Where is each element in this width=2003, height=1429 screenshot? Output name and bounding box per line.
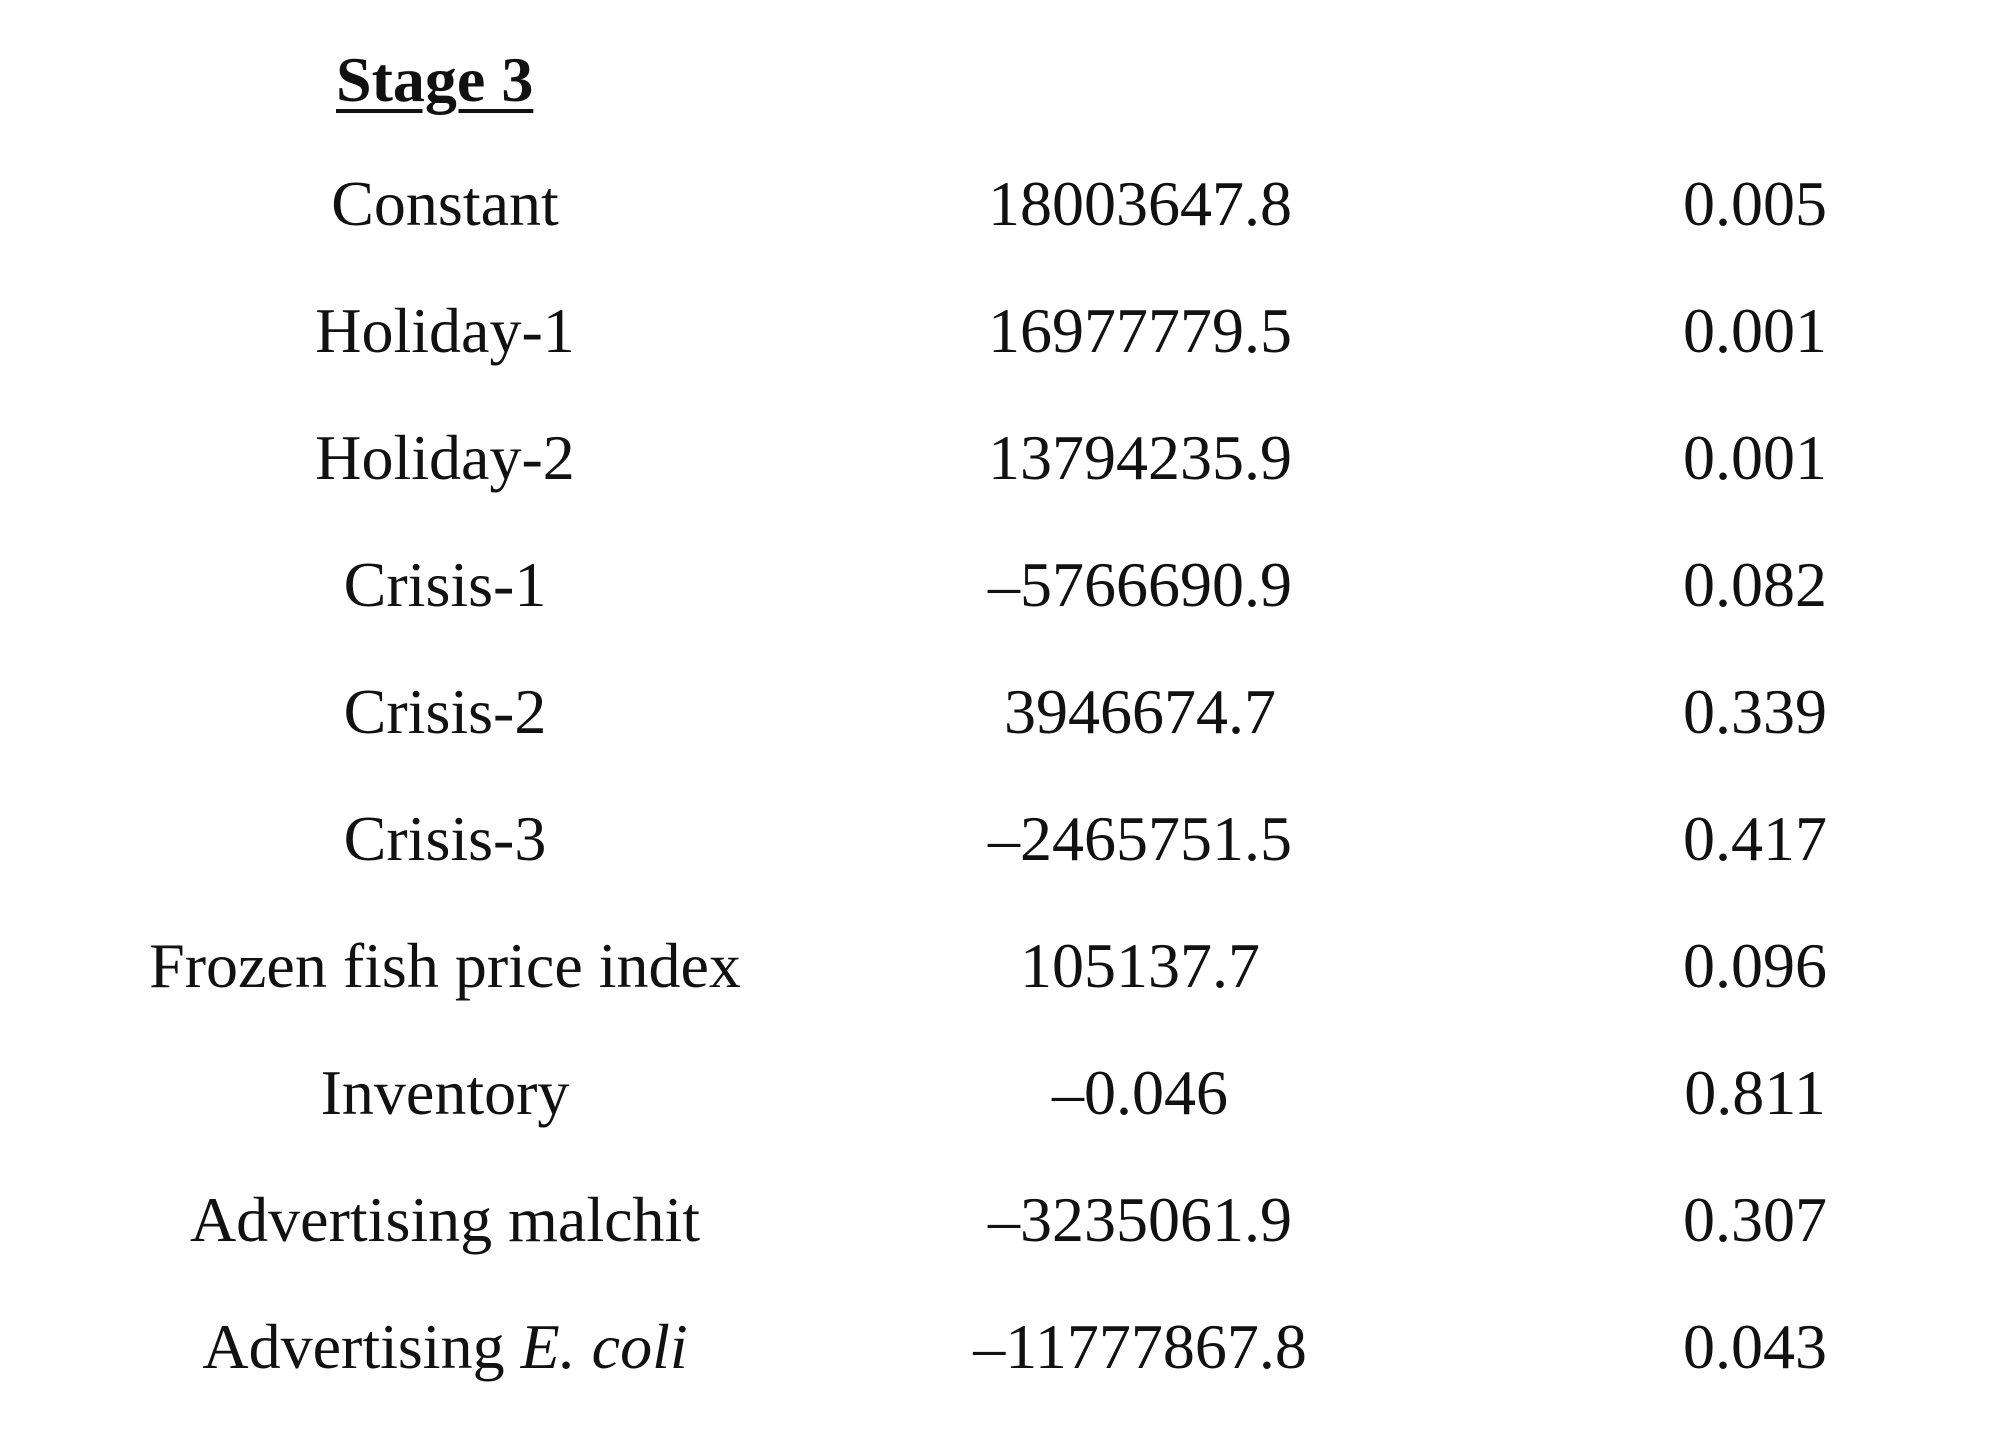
table-row: Crisis-1 –5766690.9 0.082 bbox=[0, 521, 2003, 648]
table-row: Crisis-2 3946674.7 0.339 bbox=[0, 648, 2003, 775]
p-value: 0.001 bbox=[1683, 422, 1827, 493]
stage-title: Stage 3 bbox=[336, 44, 534, 115]
variable-name-italic: E. coli bbox=[520, 1311, 688, 1382]
table-row: Frozen fish price index 105137.7 0.096 bbox=[0, 902, 2003, 1029]
p-value: 0.001 bbox=[1683, 295, 1827, 366]
p-value: 0.417 bbox=[1683, 803, 1827, 874]
table-row: Advertising E. coli –11777867.8 0.043 bbox=[0, 1283, 2003, 1410]
p-value: 0.307 bbox=[1683, 1184, 1827, 1255]
variable-name: Inventory bbox=[320, 1057, 570, 1128]
table-row: Constant 18003647.8 0.005 bbox=[0, 140, 2003, 267]
p-value: 0.005 bbox=[1683, 168, 1827, 239]
table-row: Advertising malchit –3235061.9 0.307 bbox=[0, 1156, 2003, 1283]
coefficient-value: –3235061.9 bbox=[988, 1184, 1292, 1255]
p-value: 0.811 bbox=[1684, 1057, 1826, 1128]
variable-name: Crisis-3 bbox=[343, 803, 547, 874]
coefficient-value: 16977779.5 bbox=[988, 295, 1292, 366]
coefficient-value: 18003647.8 bbox=[988, 168, 1292, 239]
coefficient-value: –0.046 bbox=[1052, 1057, 1228, 1128]
coefficient-value: –11777867.8 bbox=[973, 1311, 1307, 1382]
coefficient-value: –5766690.9 bbox=[988, 549, 1292, 620]
variable-name: Crisis-1 bbox=[343, 549, 547, 620]
table-row: Inventory –0.046 0.811 bbox=[0, 1029, 2003, 1156]
variable-name: Frozen fish price index bbox=[149, 930, 741, 1001]
p-value: 0.043 bbox=[1683, 1311, 1827, 1382]
variable-name: Holiday-2 bbox=[315, 422, 575, 493]
coefficient-value: 105137.7 bbox=[1020, 930, 1260, 1001]
p-value: 0.339 bbox=[1683, 676, 1827, 747]
coefficient-value: –2465751.5 bbox=[988, 803, 1292, 874]
variable-name-prefix: Advertising bbox=[202, 1311, 505, 1382]
p-value: 0.082 bbox=[1683, 549, 1827, 620]
variable-name: Advertising malchit bbox=[189, 1184, 701, 1255]
table-row: Holiday-1 16977779.5 0.001 bbox=[0, 267, 2003, 394]
variable-name: Holiday-1 bbox=[315, 295, 575, 366]
table-row: Holiday-2 13794235.9 0.001 bbox=[0, 394, 2003, 521]
variable-name: Advertising E. coli bbox=[90, 1283, 800, 1410]
variable-name: Constant bbox=[331, 168, 559, 239]
variable-name: Crisis-2 bbox=[343, 676, 547, 747]
table-row: Crisis-3 –2465751.5 0.417 bbox=[0, 775, 2003, 902]
coefficient-value: 3946674.7 bbox=[1004, 676, 1276, 747]
regression-table: Constant 18003647.8 0.005 Holiday-1 1697… bbox=[0, 140, 2003, 1410]
coefficient-value: 13794235.9 bbox=[988, 422, 1292, 493]
p-value: 0.096 bbox=[1683, 930, 1827, 1001]
